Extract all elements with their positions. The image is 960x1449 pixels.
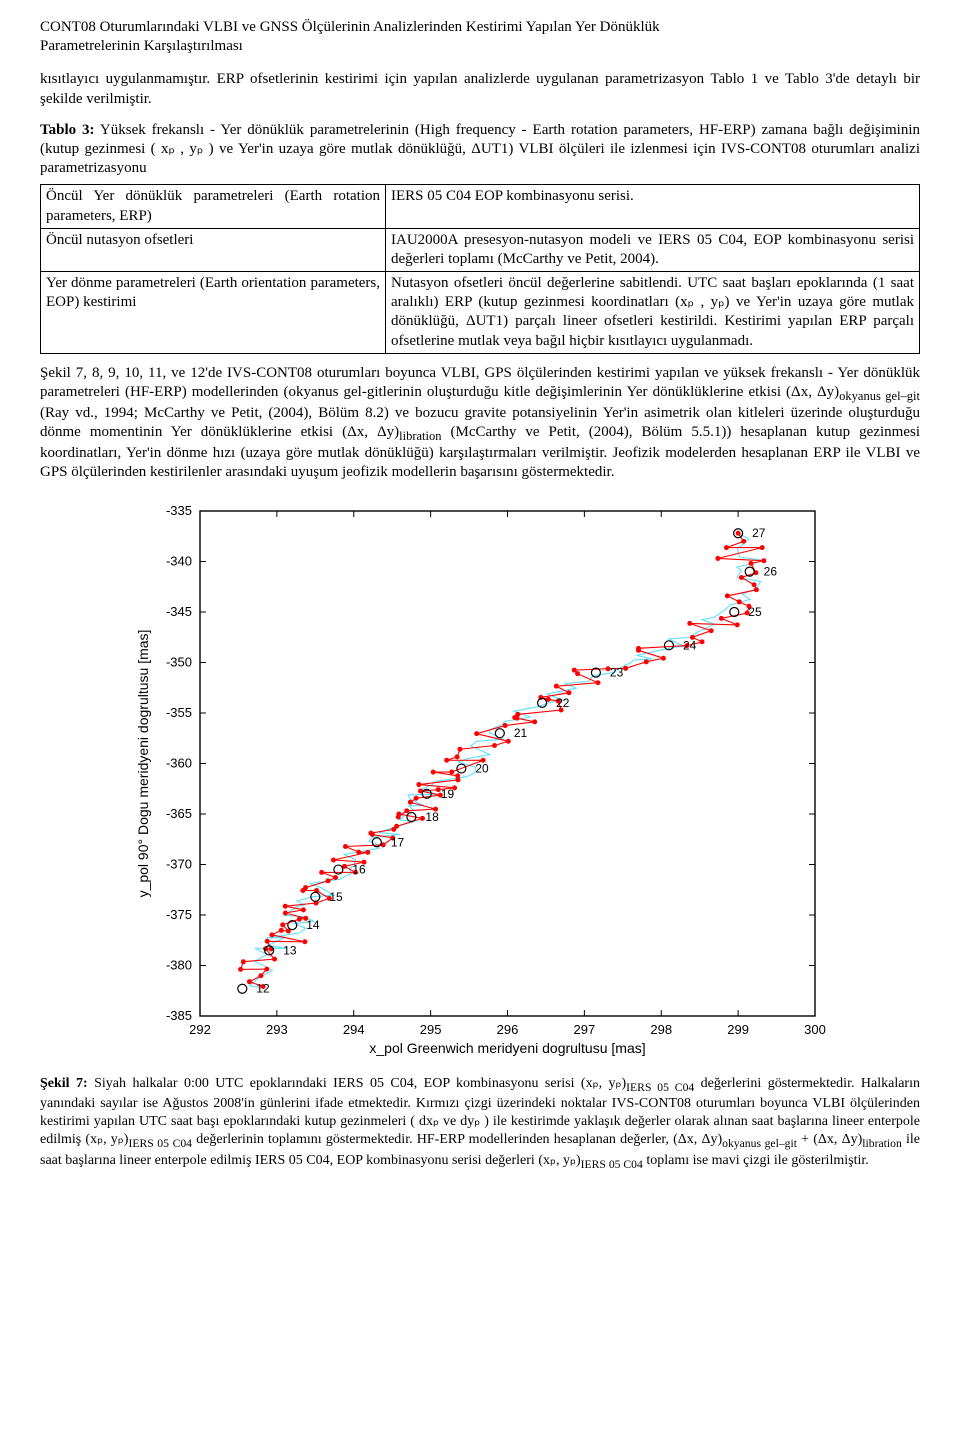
fig7-s2: IERS 05 C04 (128, 1137, 192, 1150)
svg-text:300: 300 (804, 1022, 826, 1037)
fig7-t1: Siyah halkalar 0:00 UTC epoklarındaki IE… (88, 1076, 627, 1091)
svg-text:25: 25 (748, 605, 762, 619)
table-3-caption-bold: Tablo 3: (40, 122, 95, 138)
table-3-caption: Tablo 3: Yüksek frekanslı - Yer dönüklük… (40, 121, 920, 179)
svg-text:297: 297 (574, 1022, 596, 1037)
svg-text:17: 17 (391, 835, 405, 849)
fig7-s1: IERS 05 C04 (626, 1081, 694, 1094)
svg-text:-365: -365 (166, 806, 192, 821)
table-row: Yer dönme parametreleri (Earth orientati… (41, 272, 920, 354)
svg-text:22: 22 (556, 695, 570, 709)
svg-text:299: 299 (727, 1022, 749, 1037)
svg-text:26: 26 (764, 564, 778, 578)
svg-text:295: 295 (420, 1022, 442, 1037)
intro-paragraph: kısıtlayıcı uygulanmamıştır. ERP ofsetle… (40, 70, 920, 108)
svg-text:-360: -360 (166, 755, 192, 770)
running-header-line-2: Parametrelerinin Karşılaştırılması (40, 37, 920, 56)
paragraph-after-table: Şekil 7, 8, 9, 10, 11, ve 12'de IVS-CONT… (40, 364, 920, 483)
fig7-t4: + (Δx, Δy) (797, 1132, 862, 1147)
svg-text:-380: -380 (166, 957, 192, 972)
svg-text:15: 15 (329, 889, 343, 903)
svg-text:293: 293 (266, 1022, 288, 1037)
svg-text:27: 27 (752, 526, 766, 540)
svg-text:296: 296 (497, 1022, 519, 1037)
svg-text:24: 24 (683, 638, 697, 652)
table-3-caption-text: Yüksek frekanslı - Yer dönüklük parametr… (40, 122, 920, 176)
para-sub-1: okyanus gel–git (839, 389, 920, 403)
svg-text:18: 18 (425, 810, 439, 824)
figure-7: 292 293 294 295 296 297 298 299 300 -385 -380 -375 -… (40, 501, 920, 1067)
para-part-1: Şekil 7, 8, 9, 10, 11, ve 12'de IVS-CONT… (40, 365, 920, 400)
svg-text:-345: -345 (166, 604, 192, 619)
fig7-s3: okyanus gel–git (722, 1137, 797, 1150)
svg-text:21: 21 (514, 726, 528, 740)
fig7-s4: libration (862, 1137, 902, 1150)
figure-7-caption-bold: Şekil 7: (40, 1076, 88, 1091)
table-row: Öncül Yer dönüklük parametreleri (Earth … (41, 185, 920, 228)
table-row: Öncül nutasyon ofsetleriIAU2000A presesy… (41, 228, 920, 271)
running-header-line-1: CONT08 Oturumlarındaki VLBI ve GNSS Ölçü… (40, 18, 920, 37)
svg-text:-370: -370 (166, 856, 192, 871)
svg-text:13: 13 (283, 943, 297, 957)
svg-text:298: 298 (650, 1022, 672, 1037)
running-header: CONT08 Oturumlarındaki VLBI ve GNSS Ölçü… (40, 18, 920, 56)
fig7-t6: toplamı ise mavi çizgi ile gösterilmişti… (643, 1153, 869, 1168)
svg-text:y_pol 90° Dogu meridyeni dogru: y_pol 90° Dogu meridyeni dogrultusu [mas… (135, 629, 151, 897)
figure-7-chart: 292 293 294 295 296 297 298 299 300 -385 -380 -375 -… (130, 501, 830, 1061)
svg-text:12: 12 (256, 981, 270, 995)
fig7-s5: IERS 05 C04 (581, 1158, 643, 1171)
table-cell: Nutasyon ofsetleri öncül değerlerine sab… (386, 272, 920, 354)
svg-text:-350: -350 (166, 654, 192, 669)
svg-text:-335: -335 (166, 503, 192, 518)
svg-text:292: 292 (189, 1022, 211, 1037)
svg-text:x_pol Greenwich meridyeni dogr: x_pol Greenwich meridyeni dogrultusu [ma… (369, 1040, 645, 1056)
para-sub-2: libration (399, 429, 441, 443)
svg-text:-375: -375 (166, 907, 192, 922)
svg-text:14: 14 (306, 918, 320, 932)
table-cell: IAU2000A presesyon-nutasyon modeli ve IE… (386, 228, 920, 271)
table-cell: Yer dönme parametreleri (Earth orientati… (41, 272, 386, 354)
fig7-t3: değerlerinin toplamını göstermektedir. H… (192, 1132, 722, 1147)
page: CONT08 Oturumlarındaki VLBI ve GNSS Ölçü… (40, 0, 920, 1217)
svg-text:23: 23 (610, 665, 624, 679)
table-cell: Öncül nutasyon ofsetleri (41, 228, 386, 271)
table-3: Öncül Yer dönüklük parametreleri (Earth … (40, 184, 920, 354)
figure-7-caption: Şekil 7: Siyah halkalar 0:00 UTC epoklar… (40, 1075, 920, 1173)
table-cell: Öncül Yer dönüklük parametreleri (Earth … (41, 185, 386, 228)
svg-text:20: 20 (475, 761, 489, 775)
svg-text:-340: -340 (166, 553, 192, 568)
svg-text:19: 19 (441, 786, 455, 800)
svg-text:-385: -385 (166, 1008, 192, 1023)
svg-text:16: 16 (352, 862, 366, 876)
table-cell: IERS 05 C04 EOP kombinasyonu serisi. (386, 185, 920, 228)
svg-text:294: 294 (343, 1022, 365, 1037)
svg-text:-355: -355 (166, 705, 192, 720)
